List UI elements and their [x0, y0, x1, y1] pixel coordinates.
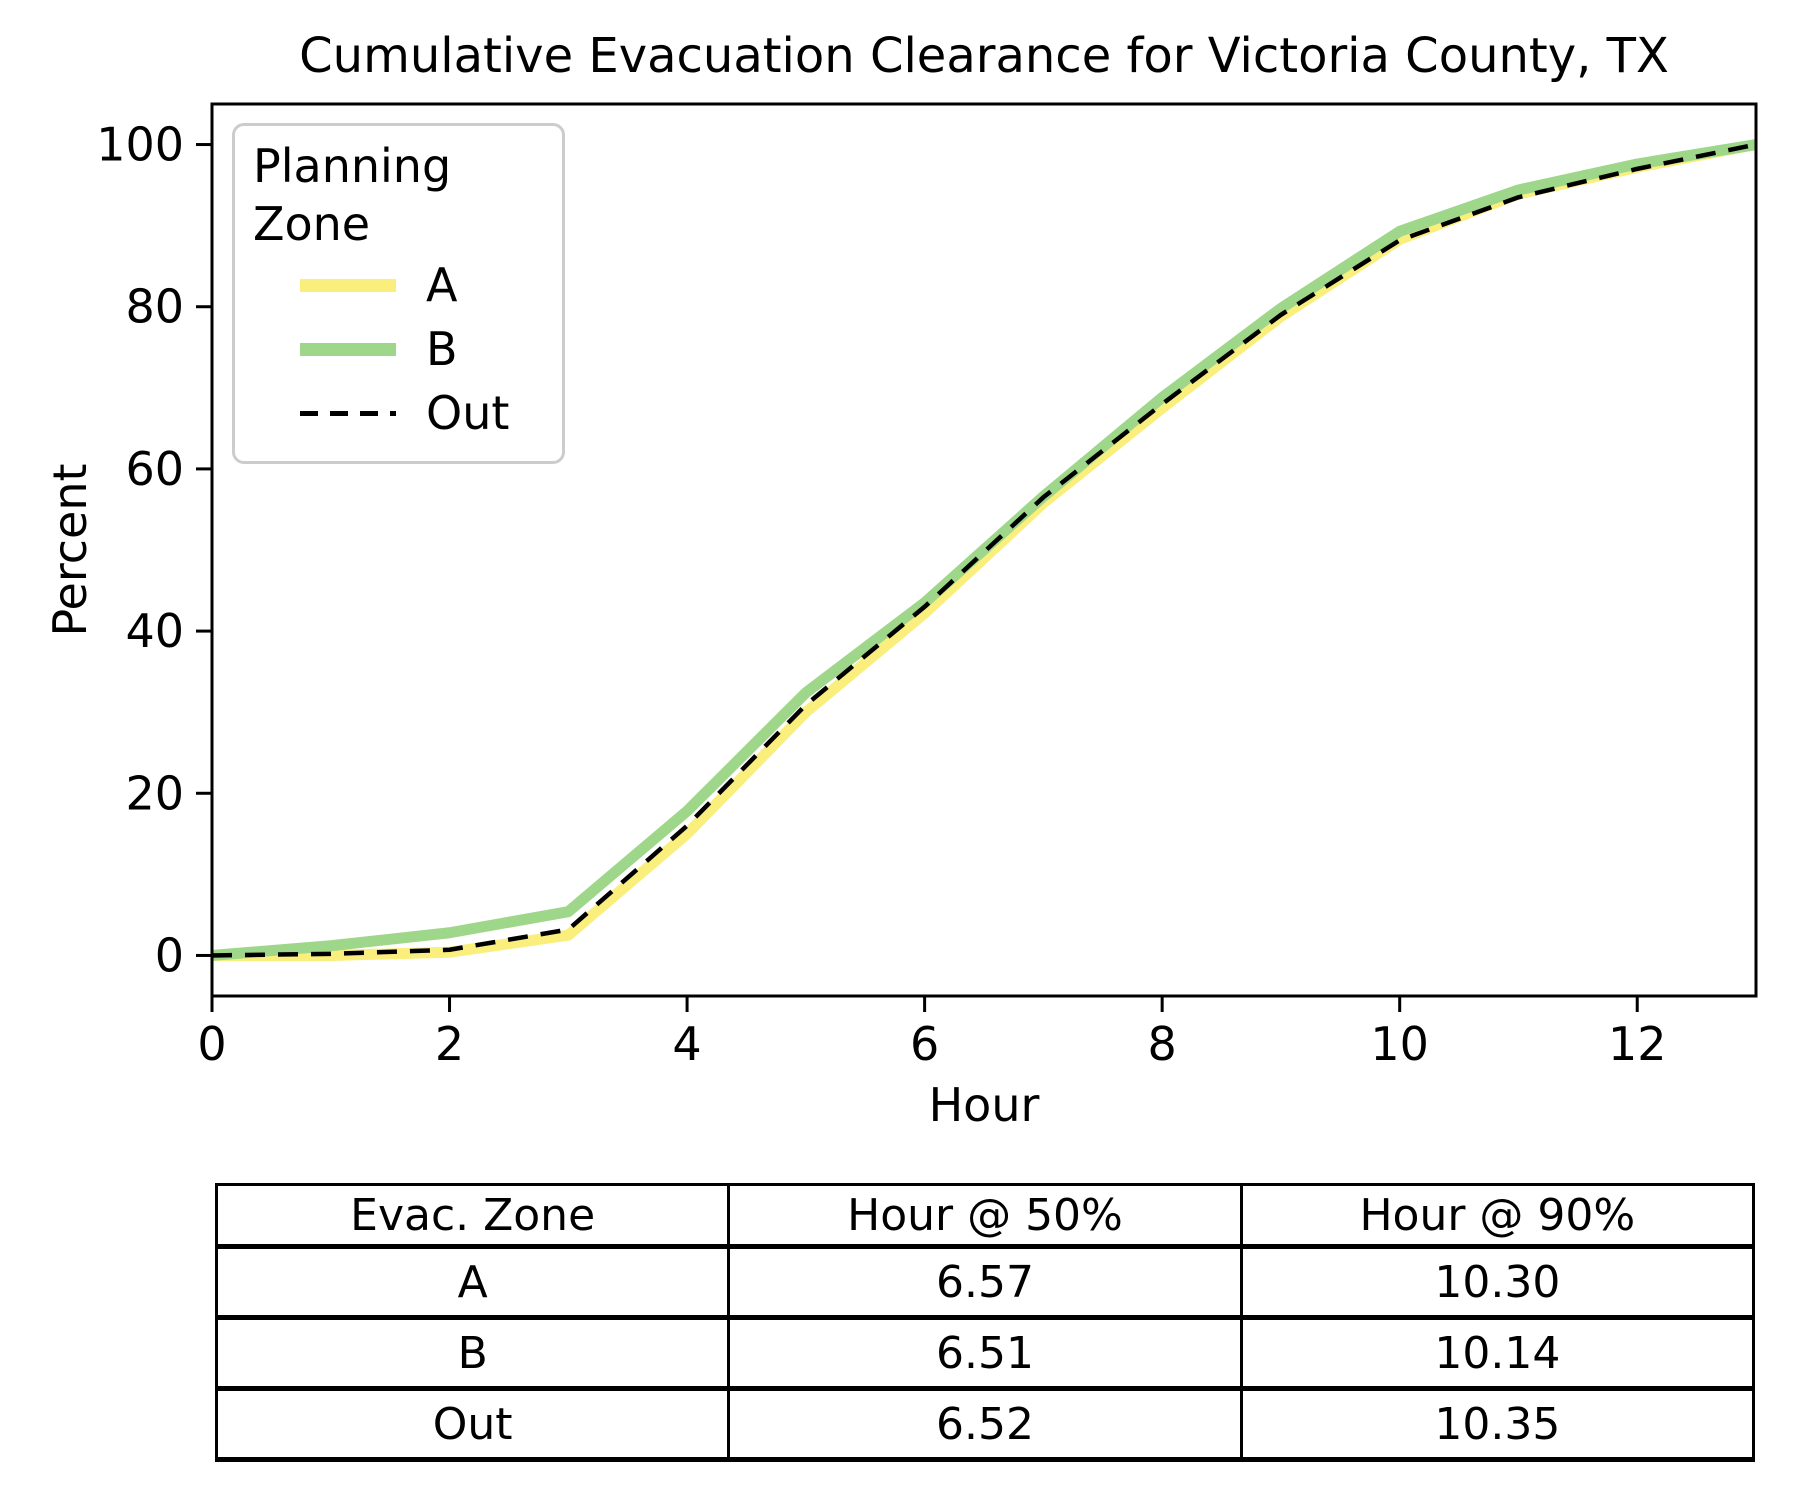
table-header-row: Evac. Zone Hour @ 50% Hour @ 90% — [214, 1183, 1756, 1249]
legend-item-out: Out — [253, 381, 562, 445]
table-cell: A — [214, 1244, 731, 1320]
clearance-table: Evac. Zone Hour @ 50% Hour @ 90% A 6.57 … — [214, 1183, 1756, 1462]
x-tick-label: 12 — [1608, 1017, 1667, 1071]
y-tick-label: 40 — [125, 604, 184, 658]
legend-label-out: Out — [426, 386, 510, 440]
y-tick-label: 60 — [125, 442, 184, 496]
table-cell: 6.57 — [727, 1244, 1243, 1320]
table-row-out: Out 6.52 10.35 — [214, 1386, 1756, 1462]
x-tick-label: 10 — [1370, 1017, 1429, 1071]
table-header-50: Hour @ 50% — [727, 1183, 1243, 1249]
table-cell: 10.14 — [1239, 1315, 1756, 1391]
y-tick-label: 100 — [96, 118, 184, 172]
table-row-a: A 6.57 10.30 — [214, 1244, 1756, 1320]
x-tick-label: 2 — [435, 1017, 464, 1071]
y-tick-label: 80 — [125, 280, 184, 334]
table-row-b: B 6.51 10.14 — [214, 1315, 1756, 1391]
legend-title: Planning Zone — [253, 139, 452, 251]
legend-swatch-out-dashed-line — [300, 410, 396, 416]
x-tick-label: 6 — [910, 1017, 939, 1071]
legend-swatch-b — [300, 342, 396, 356]
y-tick-label: 0 — [155, 928, 184, 982]
legend-label-a: A — [426, 258, 458, 312]
legend: Planning Zone A B Out — [232, 123, 565, 464]
plot-area: 0 2 4 6 8 10 12 0 20 40 60 80 100 — [96, 102, 1758, 1071]
legend-label-b: B — [426, 322, 458, 376]
x-tick-label: 4 — [672, 1017, 701, 1071]
table-cell: 6.52 — [727, 1386, 1243, 1462]
table-cell: Out — [214, 1386, 731, 1462]
x-axis-label: Hour — [928, 1078, 1040, 1132]
table-cell: 10.35 — [1239, 1386, 1756, 1462]
series-line-b — [212, 139, 1756, 961]
legend-item-a: A — [253, 253, 562, 317]
legend-item-b: B — [253, 317, 562, 381]
legend-swatch-a — [300, 278, 396, 292]
table-cell: 10.30 — [1239, 1244, 1756, 1320]
table-header-90: Hour @ 90% — [1239, 1183, 1756, 1249]
axes-frame — [210, 102, 1758, 998]
y-tick-label: 20 — [125, 766, 184, 820]
table-cell: 6.51 — [727, 1315, 1243, 1391]
table-header-zone: Evac. Zone — [214, 1183, 731, 1249]
chart-title: Cumulative Evacuation Clearance for Vict… — [299, 28, 1669, 84]
x-tick-label: 0 — [197, 1017, 226, 1071]
table-cell: B — [214, 1315, 731, 1391]
x-tick-label: 8 — [1148, 1017, 1177, 1071]
